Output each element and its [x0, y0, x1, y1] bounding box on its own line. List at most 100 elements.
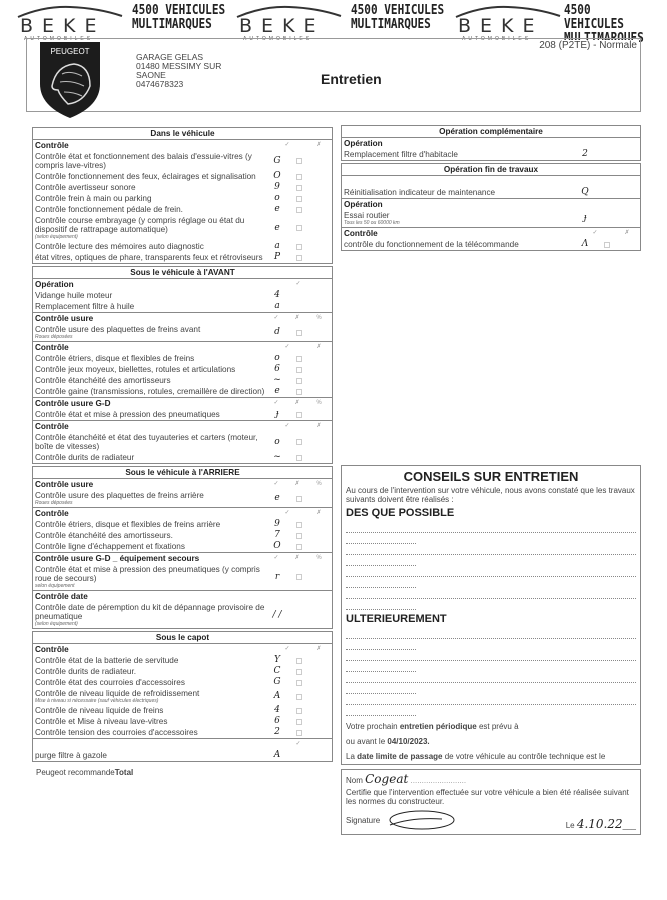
asap-line[interactable]	[346, 544, 636, 555]
handwritten-check[interactable]: / /	[272, 609, 282, 620]
handwritten-check[interactable]: C	[273, 666, 281, 676]
checkbox[interactable]	[296, 679, 302, 686]
handwritten-check[interactable]: 4	[274, 705, 280, 715]
handwritten-check[interactable]: G	[273, 155, 281, 166]
asap-line[interactable]	[346, 522, 636, 533]
row-text: Contrôle étanchéité des amortisseurs.	[35, 531, 173, 540]
group-label: Contrôle	[35, 645, 69, 654]
handwritten-check[interactable]: A	[273, 691, 281, 701]
checkbox[interactable]	[296, 206, 302, 213]
checkbox[interactable]	[296, 377, 302, 384]
checkbox[interactable]	[296, 574, 302, 580]
row-text: Contrôle état des courroies d'accessoire…	[35, 678, 185, 687]
row-text: Vidange huile moteur	[35, 291, 113, 300]
checkbox[interactable]	[296, 411, 302, 418]
handwritten-check[interactable]: e	[274, 222, 280, 233]
asap-line[interactable]	[346, 566, 636, 577]
handwritten-check[interactable]: 7	[274, 530, 280, 540]
asap-line[interactable]	[346, 599, 416, 610]
handwritten-check[interactable]: o	[274, 436, 280, 447]
later-line[interactable]	[346, 650, 636, 661]
asap-line[interactable]	[346, 555, 416, 566]
handwritten-check[interactable]: 6	[274, 364, 280, 374]
checkbox[interactable]	[296, 195, 302, 202]
handwritten-check[interactable]: 9	[274, 519, 280, 529]
handwritten-check[interactable]: ɟ	[275, 409, 279, 419]
group: Contrôle ✓ ✗ contrôle du fonctionnement de …	[342, 228, 640, 250]
later-line[interactable]	[346, 705, 416, 716]
signature-field[interactable]: Signature	[346, 809, 462, 831]
group-title: Contrôle usure G-D ✓ ✗%	[33, 398, 332, 409]
handwritten-check[interactable]: e	[274, 204, 280, 214]
checkbox[interactable]	[296, 693, 302, 700]
table-row: Contrôle usure des plaquettes de freins …	[33, 490, 332, 507]
checkbox[interactable]	[296, 543, 302, 550]
checkbox[interactable]	[296, 657, 302, 664]
handwritten-check[interactable]: O	[273, 171, 281, 181]
checkbox[interactable]	[296, 184, 302, 191]
checkbox[interactable]	[296, 532, 302, 539]
handwritten-check[interactable]: a	[274, 301, 280, 311]
handwritten-check[interactable]: o	[274, 193, 280, 203]
checkbox[interactable]	[296, 718, 302, 725]
checkbox[interactable]	[296, 707, 302, 714]
handwritten-check[interactable]: Q	[581, 187, 589, 197]
handwritten-check[interactable]: e	[274, 493, 280, 503]
handwritten-check[interactable]: Λ	[581, 239, 589, 249]
handwritten-check[interactable]: 2	[274, 727, 280, 737]
row-label: Contrôle étanchéité des amortisseurs.	[35, 531, 266, 540]
checkbox[interactable]	[296, 173, 302, 180]
checkbox[interactable]	[296, 668, 302, 675]
later-line[interactable]	[346, 661, 416, 672]
checkbox[interactable]	[296, 495, 302, 502]
checkbox[interactable]	[296, 355, 302, 362]
later-line[interactable]	[346, 628, 636, 639]
checkbox[interactable]	[296, 254, 302, 261]
checkbox[interactable]	[296, 329, 302, 336]
checkbox[interactable]	[296, 158, 302, 164]
handwritten-check[interactable]: o	[274, 353, 280, 363]
checkbox[interactable]	[296, 439, 302, 445]
handwritten-check[interactable]: d	[274, 327, 280, 337]
group-title	[342, 176, 640, 187]
handwritten-check[interactable]: Y	[274, 655, 280, 665]
group-title: Contrôle usure G-D _ équipement secours ✓…	[33, 553, 332, 564]
handwritten-check[interactable]: A	[273, 750, 281, 760]
row-label: Contrôle course embrayage (y compris rég…	[35, 216, 266, 240]
later-line[interactable]	[346, 683, 416, 694]
checkbox[interactable]	[296, 225, 302, 231]
later-line[interactable]	[346, 694, 636, 705]
handwritten-check[interactable]: ɟ	[583, 213, 587, 223]
handwritten-check[interactable]: a	[274, 241, 280, 251]
handwritten-check[interactable]: ~	[273, 452, 281, 462]
column-header: ✓	[284, 344, 290, 350]
later-line[interactable]	[346, 672, 636, 683]
handwritten-check[interactable]: ~	[273, 375, 281, 385]
handwritten-check[interactable]: O	[273, 541, 281, 551]
row-label: Contrôle étriers, disque et flexibles de…	[35, 520, 266, 529]
checkbox[interactable]	[604, 241, 610, 248]
checkbox[interactable]	[296, 243, 302, 250]
checkbox[interactable]	[296, 521, 302, 528]
checkbox[interactable]	[296, 366, 302, 373]
handwritten-check[interactable]: 4	[274, 290, 280, 300]
asap-line[interactable]	[346, 577, 416, 588]
date-field[interactable]: Le 4.10.22___	[565, 817, 636, 831]
row-label: Contrôle jeux moyeux, biellettes, rotule…	[35, 365, 266, 374]
handwritten-check[interactable]: r	[274, 571, 280, 582]
handwritten-check[interactable]: 6	[274, 716, 280, 726]
later-line[interactable]	[346, 639, 416, 650]
checkbox[interactable]	[296, 729, 302, 736]
handwritten-check[interactable]: e	[274, 386, 280, 396]
checkbox[interactable]	[296, 454, 302, 461]
group: Contrôle usure ✓ ✗% Contrôle usure des plaq…	[33, 479, 332, 508]
checkbox[interactable]	[296, 388, 302, 395]
handwritten-check[interactable]: P	[273, 252, 281, 262]
handwritten-check[interactable]: 2	[582, 149, 588, 159]
handwritten-check[interactable]: G	[273, 677, 281, 687]
asap-line[interactable]	[346, 588, 636, 599]
check-cells: 4	[266, 706, 330, 715]
handwritten-check[interactable]: 9	[274, 182, 280, 192]
asap-line[interactable]	[346, 533, 416, 544]
name-field[interactable]: Nom Cogeat .........................	[346, 772, 467, 786]
